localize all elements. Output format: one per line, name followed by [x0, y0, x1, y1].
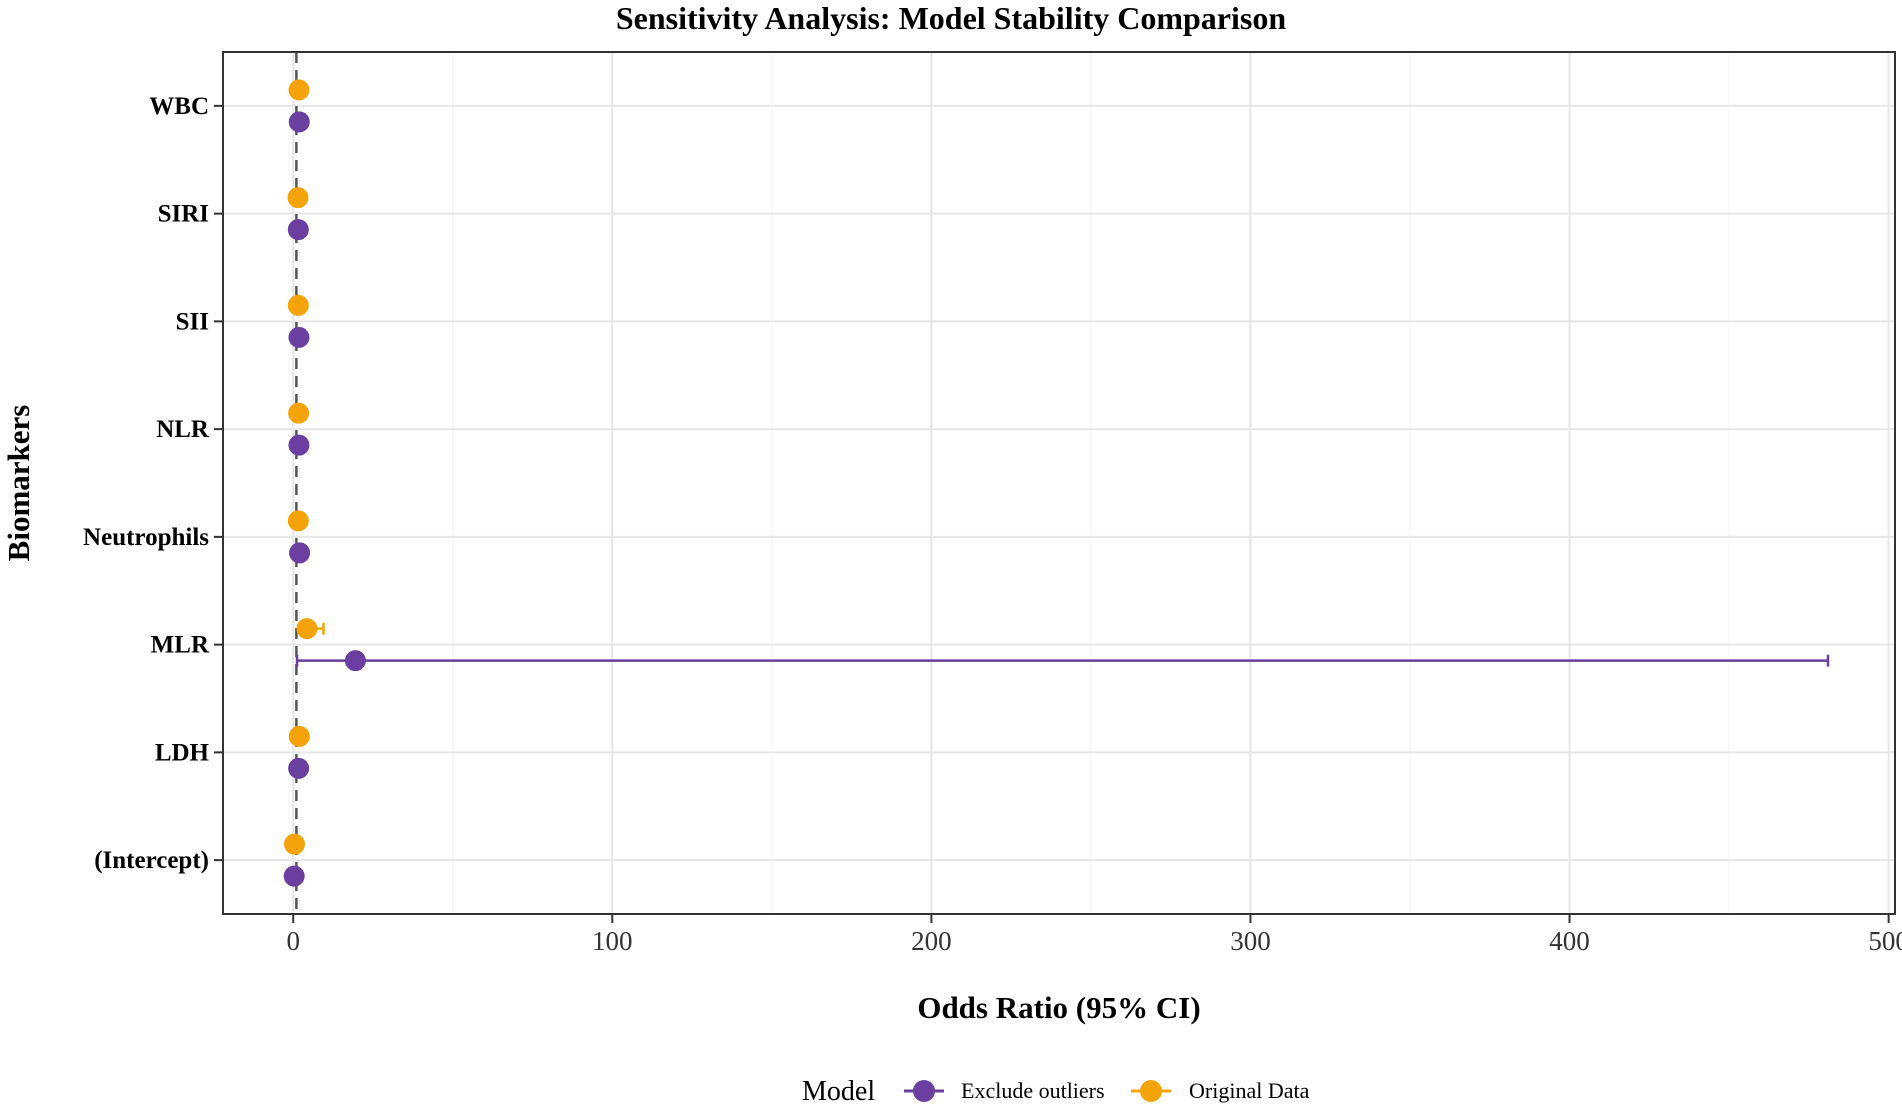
x-tick-label: 0 — [286, 926, 300, 956]
data-point — [283, 865, 305, 887]
data-point — [288, 757, 310, 779]
y-axis-title: Biomarkers — [1, 405, 36, 562]
legend: Model Exclude outliers Original Data — [802, 1076, 1310, 1107]
data-point — [289, 542, 311, 564]
y-tick-label: NLR — [156, 416, 210, 443]
y-tick-label: Neutrophils — [83, 524, 209, 551]
data-point — [287, 510, 309, 532]
legend-item-exclude-outliers: Exclude outliers — [904, 1078, 1105, 1103]
data-points — [283, 79, 366, 887]
data-point — [283, 833, 305, 855]
data-point — [288, 326, 310, 348]
chart-title: Sensitivity Analysis: Model Stability Co… — [616, 0, 1287, 36]
data-point — [288, 434, 310, 456]
data-point — [287, 187, 309, 209]
x-tick-label: 200 — [911, 926, 952, 956]
data-point — [288, 725, 310, 747]
data-point — [287, 219, 309, 241]
legend-key-dot — [1140, 1080, 1162, 1102]
x-tick-label: 300 — [1230, 926, 1271, 956]
data-point — [287, 294, 309, 316]
legend-title: Model — [802, 1076, 875, 1107]
y-tick-label: SII — [176, 308, 209, 335]
data-point — [288, 402, 310, 424]
x-tick-label: 100 — [592, 926, 633, 956]
y-tick-label: (Intercept) — [94, 847, 209, 874]
y-tick-label: LDH — [155, 739, 210, 766]
y-tick-label: MLR — [151, 632, 210, 659]
legend-item-original-data: Original Data — [1131, 1078, 1310, 1103]
data-point — [288, 79, 310, 101]
x-tick-label: 500 — [1868, 926, 1902, 956]
legend-key-dot — [913, 1080, 935, 1102]
confidence-intervals — [292, 83, 1830, 883]
x-tick-label: 400 — [1549, 926, 1590, 956]
grid — [223, 52, 1895, 914]
y-tick-label: WBC — [149, 93, 209, 120]
x-axis-title: Odds Ratio (95% CI) — [917, 990, 1200, 1025]
x-axis-ticks: 0 100 200 300 400 500 — [286, 914, 1902, 956]
y-axis-ticks: WBC SIRI SII NLR Neutrophils MLR LDH (Intercept… — [83, 93, 223, 874]
y-tick-label: SIRI — [158, 201, 209, 228]
legend-label: Original Data — [1189, 1078, 1310, 1103]
legend-label: Exclude outliers — [961, 1078, 1105, 1103]
plot-panel-border — [222, 51, 1896, 915]
data-point — [296, 618, 318, 640]
data-point — [344, 650, 366, 672]
data-point — [288, 111, 310, 133]
